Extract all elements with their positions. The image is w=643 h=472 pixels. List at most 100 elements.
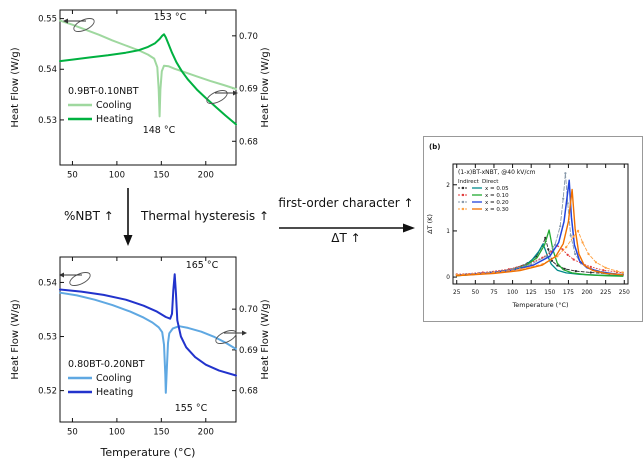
y-left-tick-label: 0.53 <box>38 332 57 342</box>
panel-text: (b) <box>429 143 440 151</box>
y-right-tick-label: 0.70 <box>239 32 258 42</box>
axis-indicator-ellipse <box>215 330 237 344</box>
curve-heating <box>59 33 237 126</box>
y-right-tick-label: 0.68 <box>239 137 258 147</box>
data-marker <box>574 252 577 256</box>
legend-marker <box>461 207 465 211</box>
plot-frame <box>59 256 237 423</box>
y-axis-label-left: Heat Flow (W/g) <box>10 47 21 127</box>
data-marker <box>574 270 577 273</box>
x-tick-label: 50 <box>67 428 78 438</box>
data-marker <box>572 258 575 261</box>
axis-indicator-arrow-head <box>59 272 64 278</box>
nbt-increase-label: %NBT ↑ <box>64 209 114 223</box>
x-tick-label: 225 <box>600 290 611 296</box>
legend-label: Cooling <box>96 373 132 384</box>
data-marker <box>621 271 624 274</box>
data-marker <box>604 266 607 269</box>
data-marker <box>615 270 618 273</box>
legend-marker <box>461 200 465 204</box>
y-right-tick-label: 0.68 <box>239 387 258 397</box>
x-tick-label: 100 <box>507 290 518 296</box>
y-axis-label-right: Heat Flow (W/g) <box>260 299 271 379</box>
x-tick-label: 200 <box>198 171 214 181</box>
y-left-tick-label: 0 <box>446 275 450 281</box>
curve-x-0.05-indirect <box>456 237 624 276</box>
x-tick-label: 100 <box>109 428 125 438</box>
axis-indicator-arrow-head <box>233 90 238 96</box>
y-left-tick-label: 0.55 <box>38 15 57 25</box>
data-marker <box>547 248 550 251</box>
x-tick-label: 125 <box>526 290 537 296</box>
x-tick-label: 250 <box>619 290 630 296</box>
data-marker <box>550 259 554 262</box>
legend-label: Heating <box>96 114 133 125</box>
right-arrow-head <box>403 223 415 233</box>
data-marker <box>577 229 580 232</box>
y-axis-label-left: ΔT (K) <box>426 214 434 234</box>
legend-label: Cooling <box>96 100 132 111</box>
x-tick-label: 50 <box>67 171 78 181</box>
x-tick-label: 150 <box>544 290 555 296</box>
plot-frame <box>59 9 237 166</box>
data-marker <box>559 225 562 228</box>
legend-label: x = 0.05 <box>485 186 509 192</box>
annotation: 148 °C <box>143 125 176 136</box>
data-marker <box>544 236 547 239</box>
legend-header-direct: Direct <box>482 179 499 185</box>
x-tick-label: 50 <box>472 290 480 296</box>
data-marker <box>602 269 605 272</box>
legend-label: x = 0.20 <box>485 200 509 206</box>
data-marker <box>569 234 572 237</box>
y-left-tick-label: 0.53 <box>38 116 57 126</box>
annotation: 153 °C <box>154 12 187 23</box>
x-tick-label: 100 <box>109 171 125 181</box>
right-arrow <box>279 223 415 233</box>
x-tick-label: 75 <box>490 290 498 296</box>
x-tick-label: 200 <box>582 290 593 296</box>
x-tick-label: 175 <box>563 290 574 296</box>
x-tick-label: 200 <box>198 428 214 438</box>
data-marker <box>556 264 559 267</box>
curve-cooling <box>59 19 237 118</box>
curve-heating <box>59 273 237 377</box>
axis-indicator-ellipse <box>73 18 95 32</box>
data-marker <box>572 235 575 238</box>
y-left-tick-label: 0.54 <box>38 65 57 75</box>
curve-x-0.30-direct <box>456 188 624 277</box>
curve-x-0.20-direct <box>455 179 624 276</box>
axis-indicator-ellipse <box>69 272 91 286</box>
legend-header-indirect: Indirect <box>458 179 480 185</box>
data-marker <box>589 265 592 268</box>
legend-label: x = 0.30 <box>485 207 509 213</box>
axis-indicator-ellipse <box>206 90 228 104</box>
x-axis-label: Temperature (°C) <box>100 446 196 459</box>
first-order-character-label: first-order character ↑ <box>278 196 414 210</box>
y-left-tick-label: 0.52 <box>38 387 57 397</box>
y-right-tick-label: 0.69 <box>239 346 258 356</box>
data-marker <box>581 241 584 244</box>
data-marker <box>566 202 569 205</box>
legend-label: Heating <box>96 387 133 398</box>
y-axis-label-left: Heat Flow (W/g) <box>10 299 21 379</box>
y-left-tick-label: 0.54 <box>38 278 57 288</box>
x-tick-label: 25 <box>453 290 461 296</box>
y-left-tick-label: 1 <box>446 229 450 235</box>
dsc-chart-top: 50 100 150 2000.530.540.550.680.690.70Heat … <box>10 9 271 181</box>
legend-title: 0.80BT-0.20NBT <box>68 359 145 370</box>
x-tick-label: 150 <box>153 428 169 438</box>
thermal-hysteresis-label: Thermal hysteresis ↑ <box>141 209 270 223</box>
axis-indicator-arrow-head <box>63 18 68 24</box>
curve-cooling <box>59 291 237 394</box>
plot-frame <box>452 163 629 285</box>
down-arrow <box>123 188 133 246</box>
y-right-tick-label: 0.69 <box>239 85 258 95</box>
data-marker <box>594 261 598 264</box>
data-marker <box>587 252 590 256</box>
data-marker <box>564 172 567 175</box>
data-marker <box>545 255 548 258</box>
curve-x-0.10-direct <box>456 229 624 277</box>
legend-marker <box>461 186 465 190</box>
annotation: 165 °C <box>186 260 219 271</box>
ect-chart-panel-b: 25 50 75 100 125 150 175 200 225 250 0 1 2 ΔT (K) Temp… <box>423 136 643 322</box>
